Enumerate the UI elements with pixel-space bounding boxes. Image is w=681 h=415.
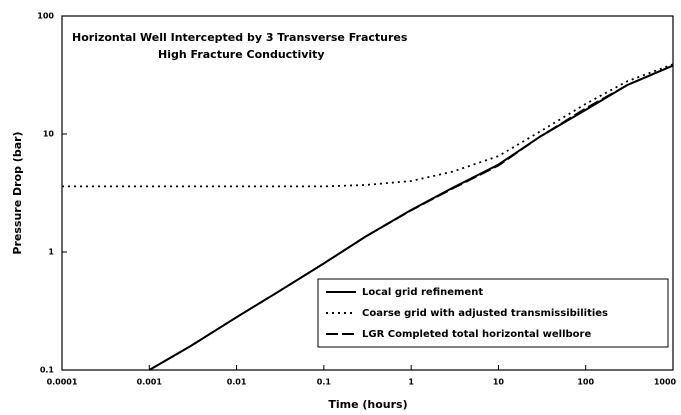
legend [317,278,669,348]
series-line [148,64,674,371]
x-tick-label: 0.01 [227,378,247,387]
y-tick-label: 1 [48,248,54,257]
chart-subtitle: High Fracture Conductivity [158,48,325,61]
legend-label: Local grid refinement [362,287,483,298]
x-tick-label: 1 [408,378,414,387]
legend-label: LGR Completed total horizontal wellbore [362,329,591,340]
x-tick-label: 0.001 [137,378,163,387]
y-axis-label: Pressure Drop (bar) [11,131,24,254]
chart-title: Horizontal Well Intercepted by 3 Transve… [72,31,408,44]
x-tick-label: 1000 [654,378,677,387]
x-tick-label: 100 [577,378,594,387]
plot-frame [61,15,674,371]
series-line [62,63,674,188]
x-axis-label: Time (hours) [328,398,407,411]
y-tick-label: 0.1 [40,366,55,375]
x-tick-label: 10 [493,378,505,387]
x-tick-label: 0.1 [317,378,332,387]
y-tick-label: 10 [43,130,55,139]
legend-label: Coarse grid with adjusted transmissibili… [362,308,608,319]
y-tick-label: 100 [37,12,54,21]
x-tick-label: 0.0001 [47,378,78,387]
